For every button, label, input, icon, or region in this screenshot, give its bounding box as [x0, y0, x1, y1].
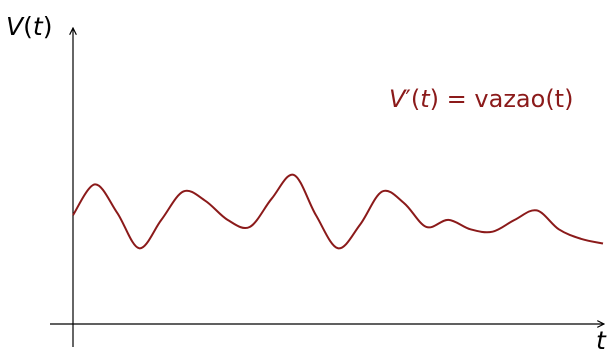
annotation-open: (	[411, 85, 420, 113]
series-line-0	[72, 173, 604, 250]
annotation-rhs: = vazao(t)	[439, 85, 573, 113]
annotation-t: t	[420, 85, 431, 113]
annotation-prime: ′	[405, 85, 410, 113]
annotation-close: )	[430, 85, 439, 113]
x-axis-label: t	[596, 326, 607, 350]
y-axis-label: V(t)	[6, 12, 52, 41]
curve-annotation: V′(t) = vazao(t)	[389, 85, 573, 113]
annotation-var: V	[389, 85, 407, 113]
series-layer	[72, 173, 604, 250]
